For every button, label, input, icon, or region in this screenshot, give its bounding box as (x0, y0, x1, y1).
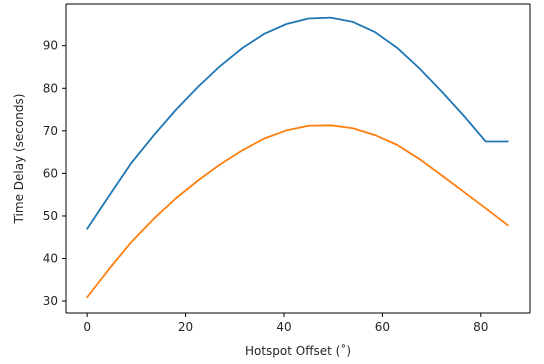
series-line-2 (86, 124, 509, 299)
x-tick-label: 40 (276, 320, 291, 334)
y-axis-label: Time Delay (seconds) (12, 94, 26, 225)
x-tick-label: 20 (178, 320, 193, 334)
plot-background (66, 4, 530, 313)
series-line-1 (86, 16, 509, 230)
axes-layer: 0 20 40 60 80 30 40 50 60 70 80 90 (43, 3, 531, 334)
y-tick-label: 90 (43, 39, 58, 53)
y-tick-label: 70 (43, 124, 58, 138)
y-tick-label: 50 (43, 209, 58, 223)
y-tick-label: 30 (43, 294, 58, 308)
x-tick-label: 0 (83, 320, 91, 334)
x-tick-label: 80 (473, 320, 488, 334)
series-layer (86, 16, 509, 299)
x-tick-label: 60 (375, 320, 390, 334)
y-tick-label: 80 (43, 81, 58, 95)
x-axis-label: Hotspot Offset (˚) (245, 343, 351, 358)
y-tick-label: 60 (43, 166, 58, 180)
axes-frame (65, 3, 531, 314)
y-tick-label: 40 (43, 252, 58, 266)
plot-area (66, 4, 530, 313)
